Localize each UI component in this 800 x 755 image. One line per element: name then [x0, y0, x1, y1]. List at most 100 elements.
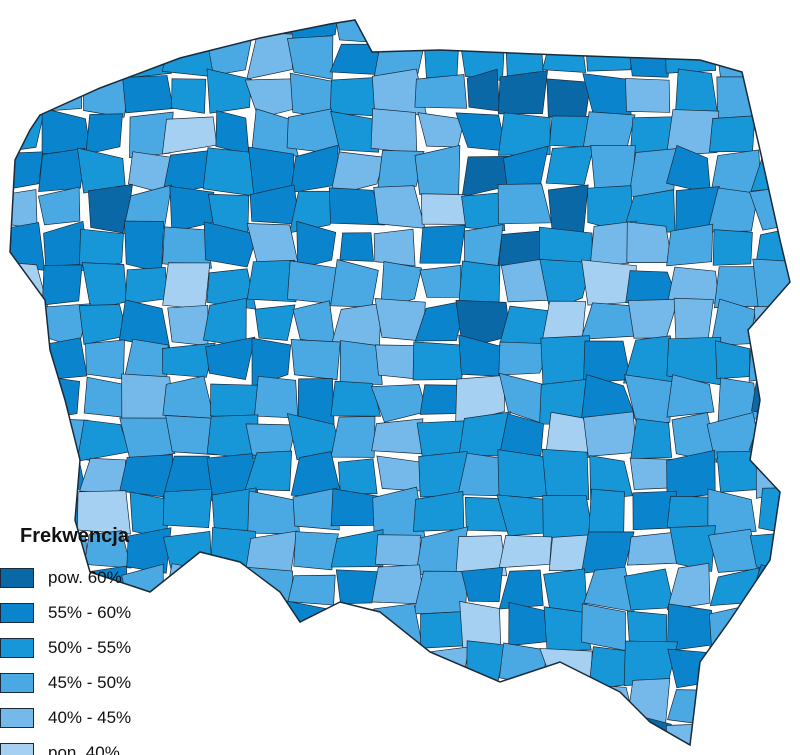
county-region	[162, 262, 211, 310]
country-outline	[9, 19, 791, 747]
county-region	[335, 569, 382, 605]
county-region	[671, 412, 718, 463]
county-region	[757, 717, 790, 745]
county-region	[580, 302, 636, 340]
county-region	[716, 32, 762, 82]
county-region	[586, 717, 628, 745]
county-region	[124, 267, 169, 305]
legend-label: pon. 40%	[48, 742, 120, 755]
county-region	[286, 600, 342, 650]
legend: Frekwencja pow. 60% 55% - 60% 50% - 55% 45%…	[0, 525, 131, 755]
county-region	[371, 564, 425, 605]
county-region	[122, 75, 174, 114]
county-region	[581, 603, 626, 652]
county-region	[458, 260, 501, 307]
county-region	[254, 375, 299, 419]
county-region	[376, 455, 427, 492]
legend-item: pow. 60%	[0, 560, 131, 595]
county-region	[203, 221, 258, 268]
county-region	[709, 115, 756, 153]
county-region	[708, 601, 764, 649]
county-region	[328, 187, 386, 226]
county-region	[706, 187, 759, 233]
county-region	[162, 488, 213, 529]
county-region	[378, 645, 419, 680]
county-region	[125, 719, 170, 745]
county-region	[412, 341, 467, 381]
county-region	[459, 717, 507, 745]
county-region	[497, 112, 551, 156]
county-region	[588, 488, 625, 540]
legend-item: 45% - 50%	[0, 665, 131, 700]
county-region	[373, 228, 416, 267]
county-region	[245, 676, 295, 724]
legend-item: 40% - 45%	[0, 700, 131, 735]
county-region	[795, 493, 800, 539]
county-region	[253, 605, 299, 651]
county-region	[749, 531, 790, 574]
county-region	[331, 717, 383, 745]
county-region	[624, 374, 673, 424]
county-region	[41, 107, 91, 155]
county-region	[794, 340, 800, 383]
county-region	[581, 531, 635, 574]
county-region	[545, 20, 584, 36]
county-region	[589, 220, 637, 267]
county-region	[333, 676, 382, 729]
county-region	[10, 377, 46, 425]
county-region	[290, 339, 341, 381]
county-region	[793, 260, 800, 309]
county-region	[296, 220, 337, 269]
county-region	[755, 119, 790, 158]
county-region	[414, 300, 467, 342]
county-region	[375, 677, 423, 717]
county-region	[339, 232, 374, 262]
county-region	[673, 297, 714, 345]
county-region	[791, 114, 800, 159]
county-region	[545, 145, 595, 186]
county-region	[213, 647, 256, 686]
county-region	[417, 112, 465, 148]
county-region	[126, 679, 169, 724]
county-region	[129, 111, 174, 159]
county-region	[497, 70, 548, 115]
county-region	[542, 495, 594, 538]
county-region	[626, 221, 673, 264]
county-region	[287, 718, 337, 745]
county-region	[543, 568, 588, 614]
county-region	[585, 684, 637, 729]
county-region	[419, 264, 462, 298]
county-region	[749, 650, 790, 690]
county-region	[10, 151, 44, 191]
county-region	[545, 717, 590, 745]
county-region	[750, 20, 790, 45]
county-region	[330, 380, 382, 417]
county-region	[710, 718, 761, 745]
county-region	[666, 374, 715, 418]
county-region	[337, 458, 378, 495]
legend-item: pon. 40%	[0, 735, 131, 755]
county-region	[244, 78, 299, 119]
county-region	[161, 20, 209, 45]
county-region	[585, 39, 635, 72]
county-region	[546, 78, 592, 120]
county-region	[81, 262, 128, 311]
county-region	[624, 20, 676, 38]
county-region	[498, 569, 544, 610]
county-region	[289, 20, 342, 42]
county-region	[539, 684, 586, 727]
county-region	[207, 568, 257, 615]
county-region	[755, 76, 790, 114]
county-region	[37, 186, 81, 226]
county-region	[664, 30, 717, 74]
county-region	[161, 342, 216, 378]
county-region	[329, 43, 383, 76]
legend-label: pow. 60%	[48, 567, 122, 587]
county-region	[756, 34, 790, 75]
county-region	[414, 74, 468, 109]
county-region	[666, 562, 711, 611]
county-region	[207, 716, 252, 745]
county-region	[667, 648, 721, 689]
county-region	[423, 38, 460, 80]
